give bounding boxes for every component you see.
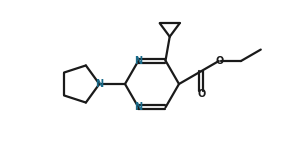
Text: N: N — [134, 102, 143, 112]
Text: N: N — [134, 56, 143, 66]
Text: N: N — [95, 79, 103, 89]
Text: O: O — [215, 56, 223, 66]
Text: O: O — [197, 89, 205, 99]
